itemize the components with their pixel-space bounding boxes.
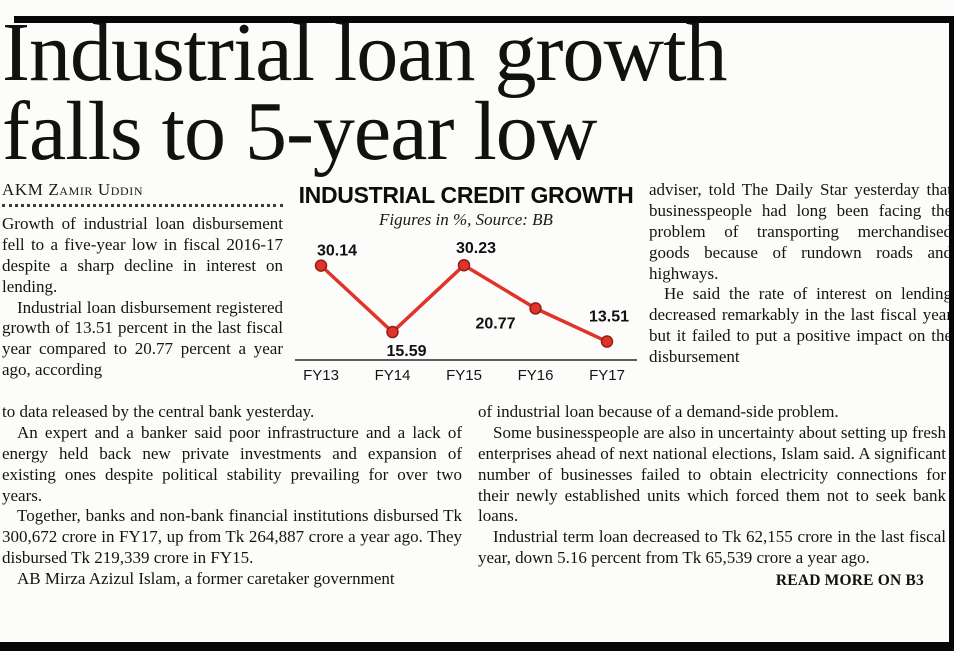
line-chart-svg: 30.14 FY13 15.59 FY14 30.23 FY15 20.77 FY16 13.5… xyxy=(295,240,637,384)
paragraph: to data released by the central bank yes… xyxy=(2,401,315,421)
paragraph: An expert and a banker said poor infrast… xyxy=(2,422,462,505)
svg-text:13.51: 13.51 xyxy=(589,308,629,325)
svg-text:FY14: FY14 xyxy=(375,367,411,384)
headline-line-2: falls to 5-year low xyxy=(2,84,597,178)
paragraph: adviser, told The Daily Star yesterday t… xyxy=(649,179,952,283)
paragraph: Some businesspeople are also in uncertai… xyxy=(478,422,946,526)
svg-text:FY15: FY15 xyxy=(446,367,482,384)
headline-line-1: Industrial loan growth xyxy=(2,6,728,99)
article-top-section: AKM Zamir Uddin Growth of industrial loa… xyxy=(0,176,954,395)
paragraph: AB Mirza Azizul Islam, a former caretake… xyxy=(17,569,395,589)
paragraph: Industrial term loan decreased to Tk 62,… xyxy=(478,527,946,568)
paragraph: Industrial loan disbursement registered … xyxy=(2,297,283,380)
svg-text:FY13: FY13 xyxy=(303,367,339,384)
byline-dotted-rule xyxy=(2,203,283,207)
article-left-column: AKM Zamir Uddin Growth of industrial loa… xyxy=(2,180,283,381)
article-bottom-section: to data released by the central bank yes… xyxy=(0,395,954,590)
svg-text:FY16: FY16 xyxy=(518,367,554,384)
paragraph: Together, banks and non-bank financial i… xyxy=(2,506,462,568)
read-more-pointer: READ MORE ON B3 xyxy=(775,572,924,590)
svg-text:30.23: 30.23 xyxy=(456,240,496,257)
newspaper-page: Industrial loan growth falls to 5-year l… xyxy=(0,6,954,651)
page-top-edge xyxy=(14,16,950,23)
article-right-column: adviser, told The Daily Star yesterday t… xyxy=(649,180,952,368)
page-right-edge xyxy=(949,16,954,651)
article-bottom-right-column: of industrial loan because of a demand-s… xyxy=(478,402,946,590)
headline: Industrial loan growth falls to 5-year l… xyxy=(2,6,948,178)
chart-subtitle: Figures in %, Source: BB xyxy=(379,209,553,229)
svg-text:20.77: 20.77 xyxy=(475,315,515,332)
article-bottom-left-column: to data released by the central bank yes… xyxy=(2,402,462,590)
svg-text:30.14: 30.14 xyxy=(317,243,357,260)
paragraph: He said the rate of interest on lending … xyxy=(649,284,952,367)
byline: AKM Zamir Uddin xyxy=(2,179,144,199)
credit-growth-chart: INDUSTRIAL CREDIT GROWTH Figures in %, S… xyxy=(295,180,637,395)
paragraph: of industrial loan because of a demand-s… xyxy=(478,401,839,421)
page-bottom-edge xyxy=(0,642,954,651)
chart-title: INDUSTRIAL CREDIT GROWTH xyxy=(298,181,634,208)
svg-text:FY17: FY17 xyxy=(589,367,625,384)
svg-text:15.59: 15.59 xyxy=(386,343,426,360)
paragraph: Growth of industrial loan disbursement f… xyxy=(2,213,283,296)
